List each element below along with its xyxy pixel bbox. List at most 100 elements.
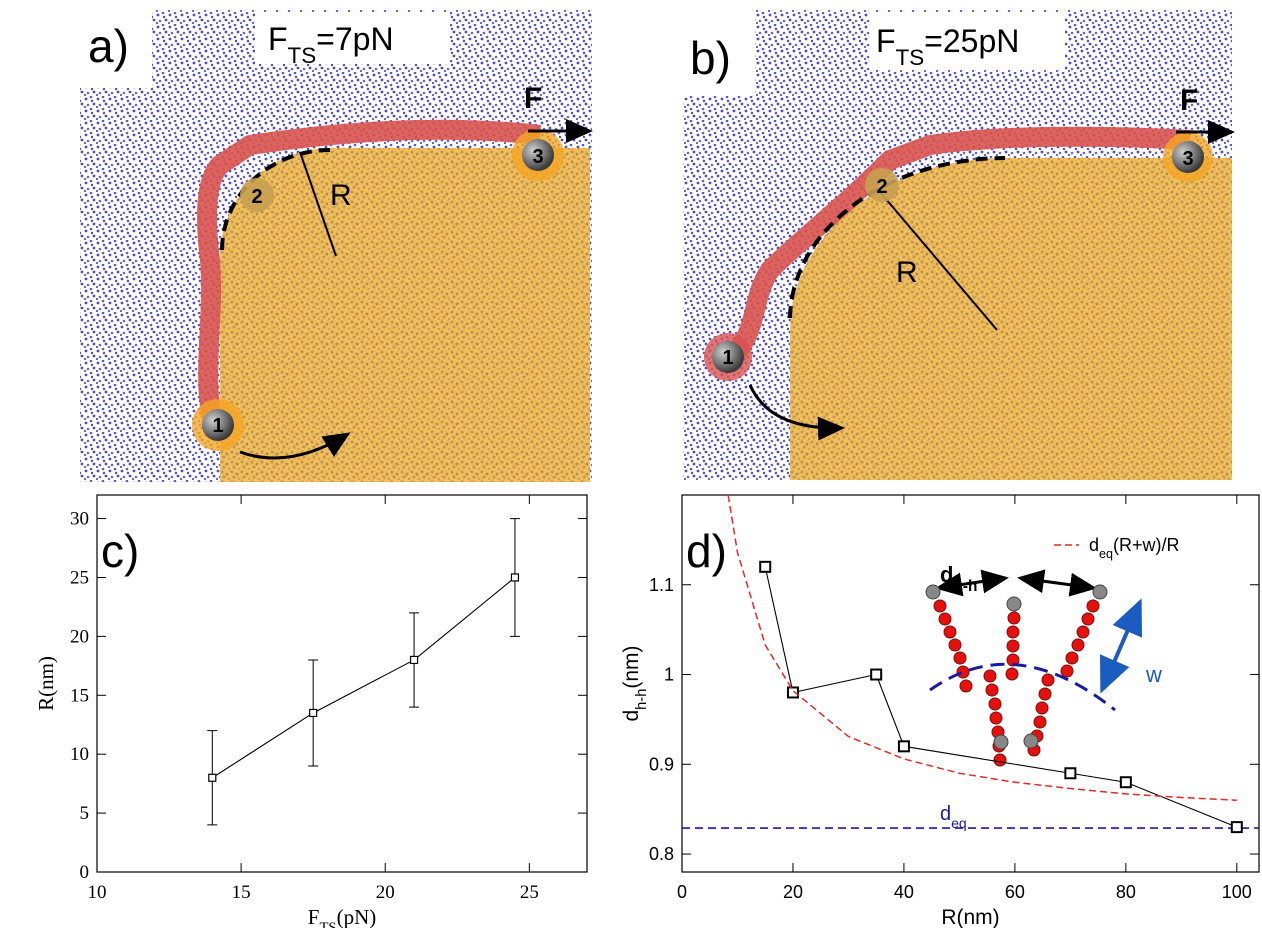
- data-line: [764, 566, 1238, 828]
- label-bg: [870, 12, 1065, 70]
- data-point: [1230, 821, 1243, 834]
- text-part: F: [876, 23, 896, 59]
- plot-frame: [681, 494, 1260, 873]
- x-tick-label: 10: [88, 882, 107, 903]
- band: [722, 126, 1191, 368]
- radius-label: R: [896, 256, 918, 289]
- x-tick-label: 25: [520, 882, 539, 903]
- reference-label: deq: [940, 803, 967, 831]
- text-part: =7pN: [316, 21, 393, 57]
- subscript: TS: [288, 43, 317, 68]
- label-bg: [681, 8, 755, 96]
- bead: [1172, 141, 1204, 173]
- label-bg: [255, 12, 450, 64]
- panel-label: b): [690, 32, 731, 84]
- model-curve: [727, 495, 1237, 801]
- bead-label: 3: [1182, 148, 1193, 170]
- chart: 10 15 20 25 0 5 10 15 20 25 30 FTS(pN) R(nm) c): [34, 494, 588, 928]
- text-part: d: [940, 562, 953, 587]
- bead: [865, 168, 899, 202]
- x-axis-label: FTS(pN): [308, 905, 376, 928]
- force-symbol: F: [1180, 84, 1198, 117]
- x-tick-label: 80: [1116, 882, 1136, 902]
- x-tick-label: 100: [1222, 882, 1252, 902]
- y-tick-label: 25: [70, 567, 89, 588]
- data-line: [211, 577, 516, 779]
- text-part: (pN): [337, 905, 377, 928]
- y-tick-label: 15: [70, 685, 89, 706]
- data-point: [208, 773, 217, 782]
- panel-label: a): [88, 20, 129, 72]
- y-axis-label: dh-h(nm): [620, 645, 650, 721]
- subscript: h-h: [634, 689, 650, 710]
- text-part: d: [620, 710, 643, 722]
- rotation-arrow: [748, 384, 845, 441]
- y-tick-label: 1: [664, 665, 674, 685]
- radius-label: R: [330, 179, 352, 212]
- x-tick-label: 20: [376, 882, 395, 903]
- subscript: TS: [319, 920, 336, 928]
- data-point: [759, 560, 772, 573]
- subscript: eq: [951, 815, 967, 831]
- distance-arrow: [1017, 569, 1097, 597]
- force-label: FTS=25pN: [876, 23, 1019, 70]
- y-tick-label: 0.9: [649, 754, 674, 774]
- panel-a: a) FTS=7pN F 1 2 3 R: [78, 8, 593, 482]
- y-tick-label: 5: [80, 803, 90, 824]
- subscript: TS: [896, 45, 925, 70]
- data-point: [1064, 767, 1077, 780]
- force-label: FTS=7pN: [268, 21, 394, 68]
- x-axis-label: R(nm): [941, 906, 999, 928]
- data-point: [1119, 776, 1132, 789]
- domain: [790, 158, 1232, 480]
- bead-label: 2: [876, 176, 887, 198]
- data-point: [309, 708, 318, 718]
- inset: [925, 569, 1143, 767]
- bead: [712, 341, 744, 373]
- x-tick-label: 60: [1005, 882, 1025, 902]
- midplane: [929, 662, 1116, 712]
- text-part: =25pN: [924, 23, 1019, 59]
- x-tick-label: 20: [783, 882, 803, 902]
- bead-label: 2: [251, 186, 262, 208]
- bead-label: 3: [532, 146, 543, 168]
- force-symbol: F: [524, 82, 542, 115]
- bead: [522, 139, 554, 171]
- text-part: (R+w)/R: [1113, 535, 1180, 555]
- y-tick-label: 10: [70, 744, 89, 765]
- inset-width-label: w: [1145, 662, 1162, 687]
- bead: [240, 178, 274, 212]
- panel-label: c): [101, 525, 139, 577]
- bead: [202, 409, 234, 441]
- bead-label: 1: [722, 347, 733, 369]
- rotation-arrow: [239, 432, 351, 460]
- y-tick-label: 30: [70, 509, 89, 530]
- data-point: [510, 573, 520, 582]
- text-part: (nm): [620, 645, 643, 688]
- data-point: [786, 686, 799, 699]
- bead-label: 1: [212, 415, 223, 437]
- y-axis-label: R(nm): [34, 656, 58, 711]
- lipid-tails: [933, 599, 1100, 767]
- subscript: eq: [1099, 547, 1113, 561]
- y-tick-label: 0.8: [649, 844, 674, 864]
- arc: [788, 156, 1006, 319]
- text-part: F: [268, 21, 288, 57]
- width-arrow: [1099, 598, 1143, 694]
- chart: 0 20 40 60 80 1000.80.911.1R(nm)dh-h(nm)d)deq…: [620, 494, 1260, 928]
- plot-frame: [96, 494, 588, 873]
- panel-b: b) FTS=25pN F 1 2 3 R: [681, 8, 1235, 480]
- y-tick-label: 0: [80, 862, 90, 883]
- lipid-heads: [925, 584, 1108, 750]
- panel-label: d): [686, 525, 727, 577]
- x-tick-label: 40: [894, 882, 914, 902]
- y-tick-label: 20: [70, 626, 89, 647]
- data-point: [897, 740, 910, 753]
- x-tick-label: 0: [677, 882, 687, 902]
- band: [197, 119, 542, 433]
- text-part: F: [308, 905, 320, 928]
- domain: [220, 148, 590, 482]
- subscript: h-h: [953, 578, 977, 595]
- text-part: d: [940, 803, 951, 825]
